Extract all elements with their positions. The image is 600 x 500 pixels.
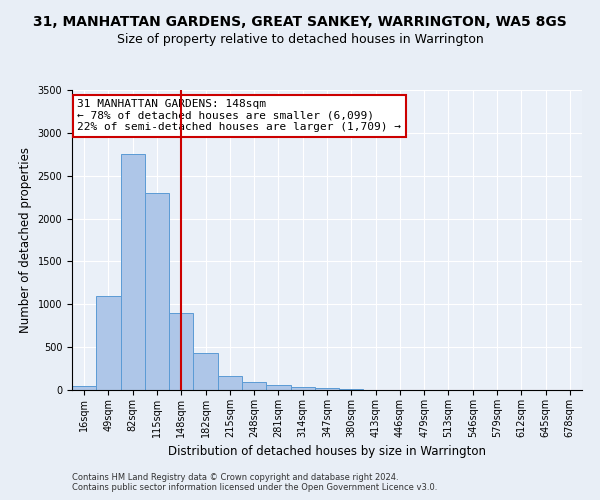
Bar [266,386,290,390]
Bar [72,386,96,390]
Bar [218,376,242,390]
Bar [290,386,315,390]
Text: Contains HM Land Registry data © Crown copyright and database right 2024.: Contains HM Land Registry data © Crown c… [72,472,398,482]
Bar [315,388,339,390]
Bar [169,313,193,390]
Bar [145,193,169,390]
Y-axis label: Number of detached properties: Number of detached properties [19,147,32,333]
Bar [339,389,364,390]
Bar [242,382,266,390]
Text: Size of property relative to detached houses in Warrington: Size of property relative to detached ho… [116,32,484,46]
Text: 31 MANHATTAN GARDENS: 148sqm
← 78% of detached houses are smaller (6,099)
22% of: 31 MANHATTAN GARDENS: 148sqm ← 78% of de… [77,99,401,132]
Text: Contains public sector information licensed under the Open Government Licence v3: Contains public sector information licen… [72,484,437,492]
Bar [121,154,145,390]
Bar [193,353,218,390]
Bar [96,296,121,390]
X-axis label: Distribution of detached houses by size in Warrington: Distribution of detached houses by size … [168,446,486,458]
Text: 31, MANHATTAN GARDENS, GREAT SANKEY, WARRINGTON, WA5 8GS: 31, MANHATTAN GARDENS, GREAT SANKEY, WAR… [33,15,567,29]
